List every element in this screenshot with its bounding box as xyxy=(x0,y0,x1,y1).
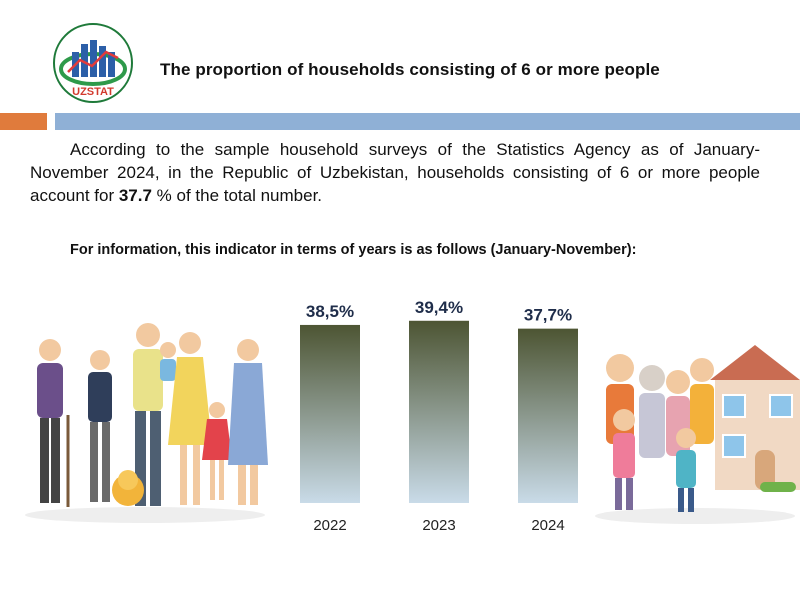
x-tick-label-2022: 2022 xyxy=(313,517,346,534)
bar-chart: 38,5% 2022 39,4% 2023 37,7% 2024 xyxy=(300,298,578,534)
data-label-2023: 39,4% xyxy=(415,298,463,317)
accent-bar-orange xyxy=(0,113,47,130)
x-tick-label-2023: 2023 xyxy=(422,517,455,534)
logo-wordmark: UZSTAT xyxy=(72,86,114,98)
x-tick-label-2024: 2024 xyxy=(531,517,564,534)
bar-2022 xyxy=(300,324,360,503)
bar-2024 xyxy=(518,328,578,503)
family-house-illustration-right xyxy=(595,345,800,524)
summary-paragraph: According to the sample household survey… xyxy=(30,138,760,207)
summary-text-end: % of the total number. xyxy=(151,186,323,205)
summary-value: 37.7 xyxy=(118,186,152,205)
uzstat-logo: UZSTAT xyxy=(53,23,133,103)
summary-text-start: According to the sample household survey… xyxy=(30,140,760,205)
bar-2023 xyxy=(409,320,469,503)
info-line: For information, this indicator in terms… xyxy=(70,242,637,258)
family-illustration-left xyxy=(25,323,268,523)
accent-bar-blue xyxy=(55,113,800,130)
page-title: The proportion of households consisting … xyxy=(160,60,660,79)
data-label-2024: 37,7% xyxy=(524,306,572,325)
data-label-2022: 38,5% xyxy=(306,302,354,321)
